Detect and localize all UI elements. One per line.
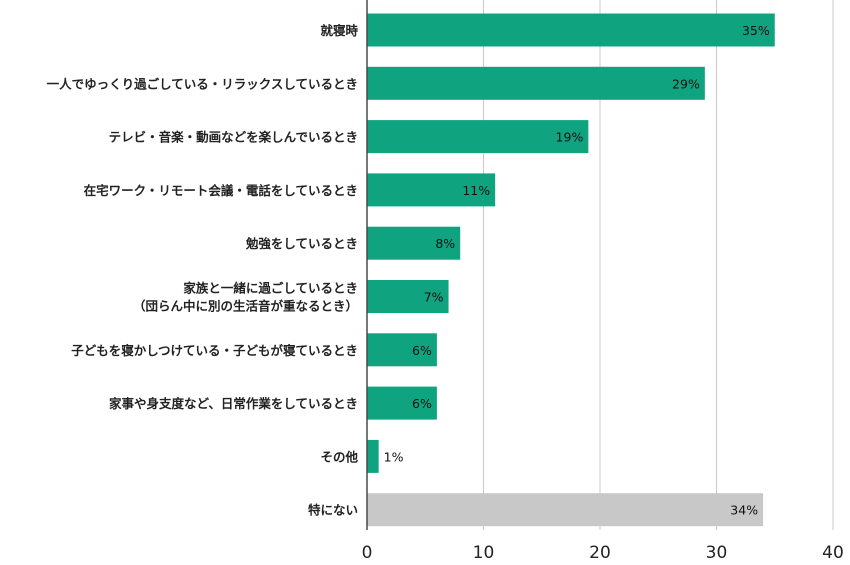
bar: [367, 333, 437, 367]
category-label: その他: [320, 449, 358, 464]
bar: [367, 13, 775, 47]
category-label: 勉強をしているとき: [245, 236, 358, 251]
category-label: テレビ・音楽・動画などを楽しんでいるとき: [109, 130, 358, 145]
category-labels: 就寝時一人でゆっくり過ごしている・リラックスしているときテレビ・音楽・動画などを…: [47, 23, 359, 518]
value-label: 11%: [462, 183, 490, 198]
bar: [367, 493, 764, 527]
category-label: 就寝時: [320, 23, 358, 38]
category-label: 家族と一緒に過ごしているとき: [183, 281, 358, 296]
bar: [367, 173, 496, 207]
category-label: 子どもを寝かしつけている・子どもが寝ているとき: [71, 343, 358, 358]
bar: [367, 386, 437, 420]
bar: [367, 226, 461, 260]
bars: [367, 13, 775, 527]
category-label: 在宅ワーク・リモート会議・電話をしているとき: [84, 183, 358, 198]
value-label: 6%: [412, 396, 432, 411]
bar: [367, 280, 449, 313]
x-tick-labels: 0 10 20 30 40: [362, 543, 844, 563]
category-label: 特にない: [308, 503, 358, 518]
value-label: 1%: [384, 449, 404, 464]
category-label: （団らん中に別の生活音が重なるとき）: [133, 299, 358, 314]
category-label: 家事や身支度など、日常作業をしているとき: [109, 396, 358, 411]
value-label: 35%: [742, 23, 770, 38]
value-label: 29%: [672, 76, 700, 91]
bar: [367, 66, 705, 100]
bar: [367, 439, 379, 473]
value-labels: 35% 29% 19% 11% 8% 7% 6% 6% 1% 34%: [384, 23, 770, 518]
x-tick-label: 0: [362, 543, 373, 563]
x-tick-label: 10: [473, 543, 495, 563]
bar: [367, 120, 589, 154]
value-label: 34%: [730, 503, 758, 518]
x-tick-label: 20: [589, 543, 611, 563]
value-label: 7%: [424, 290, 444, 305]
x-tick-label: 30: [706, 543, 728, 563]
value-label: 8%: [435, 236, 455, 251]
value-label: 6%: [412, 343, 432, 358]
value-label: 19%: [556, 130, 584, 145]
category-label: 一人でゆっくり過ごしている・リラックスしているとき: [47, 76, 358, 91]
x-tick-label: 40: [822, 543, 844, 563]
